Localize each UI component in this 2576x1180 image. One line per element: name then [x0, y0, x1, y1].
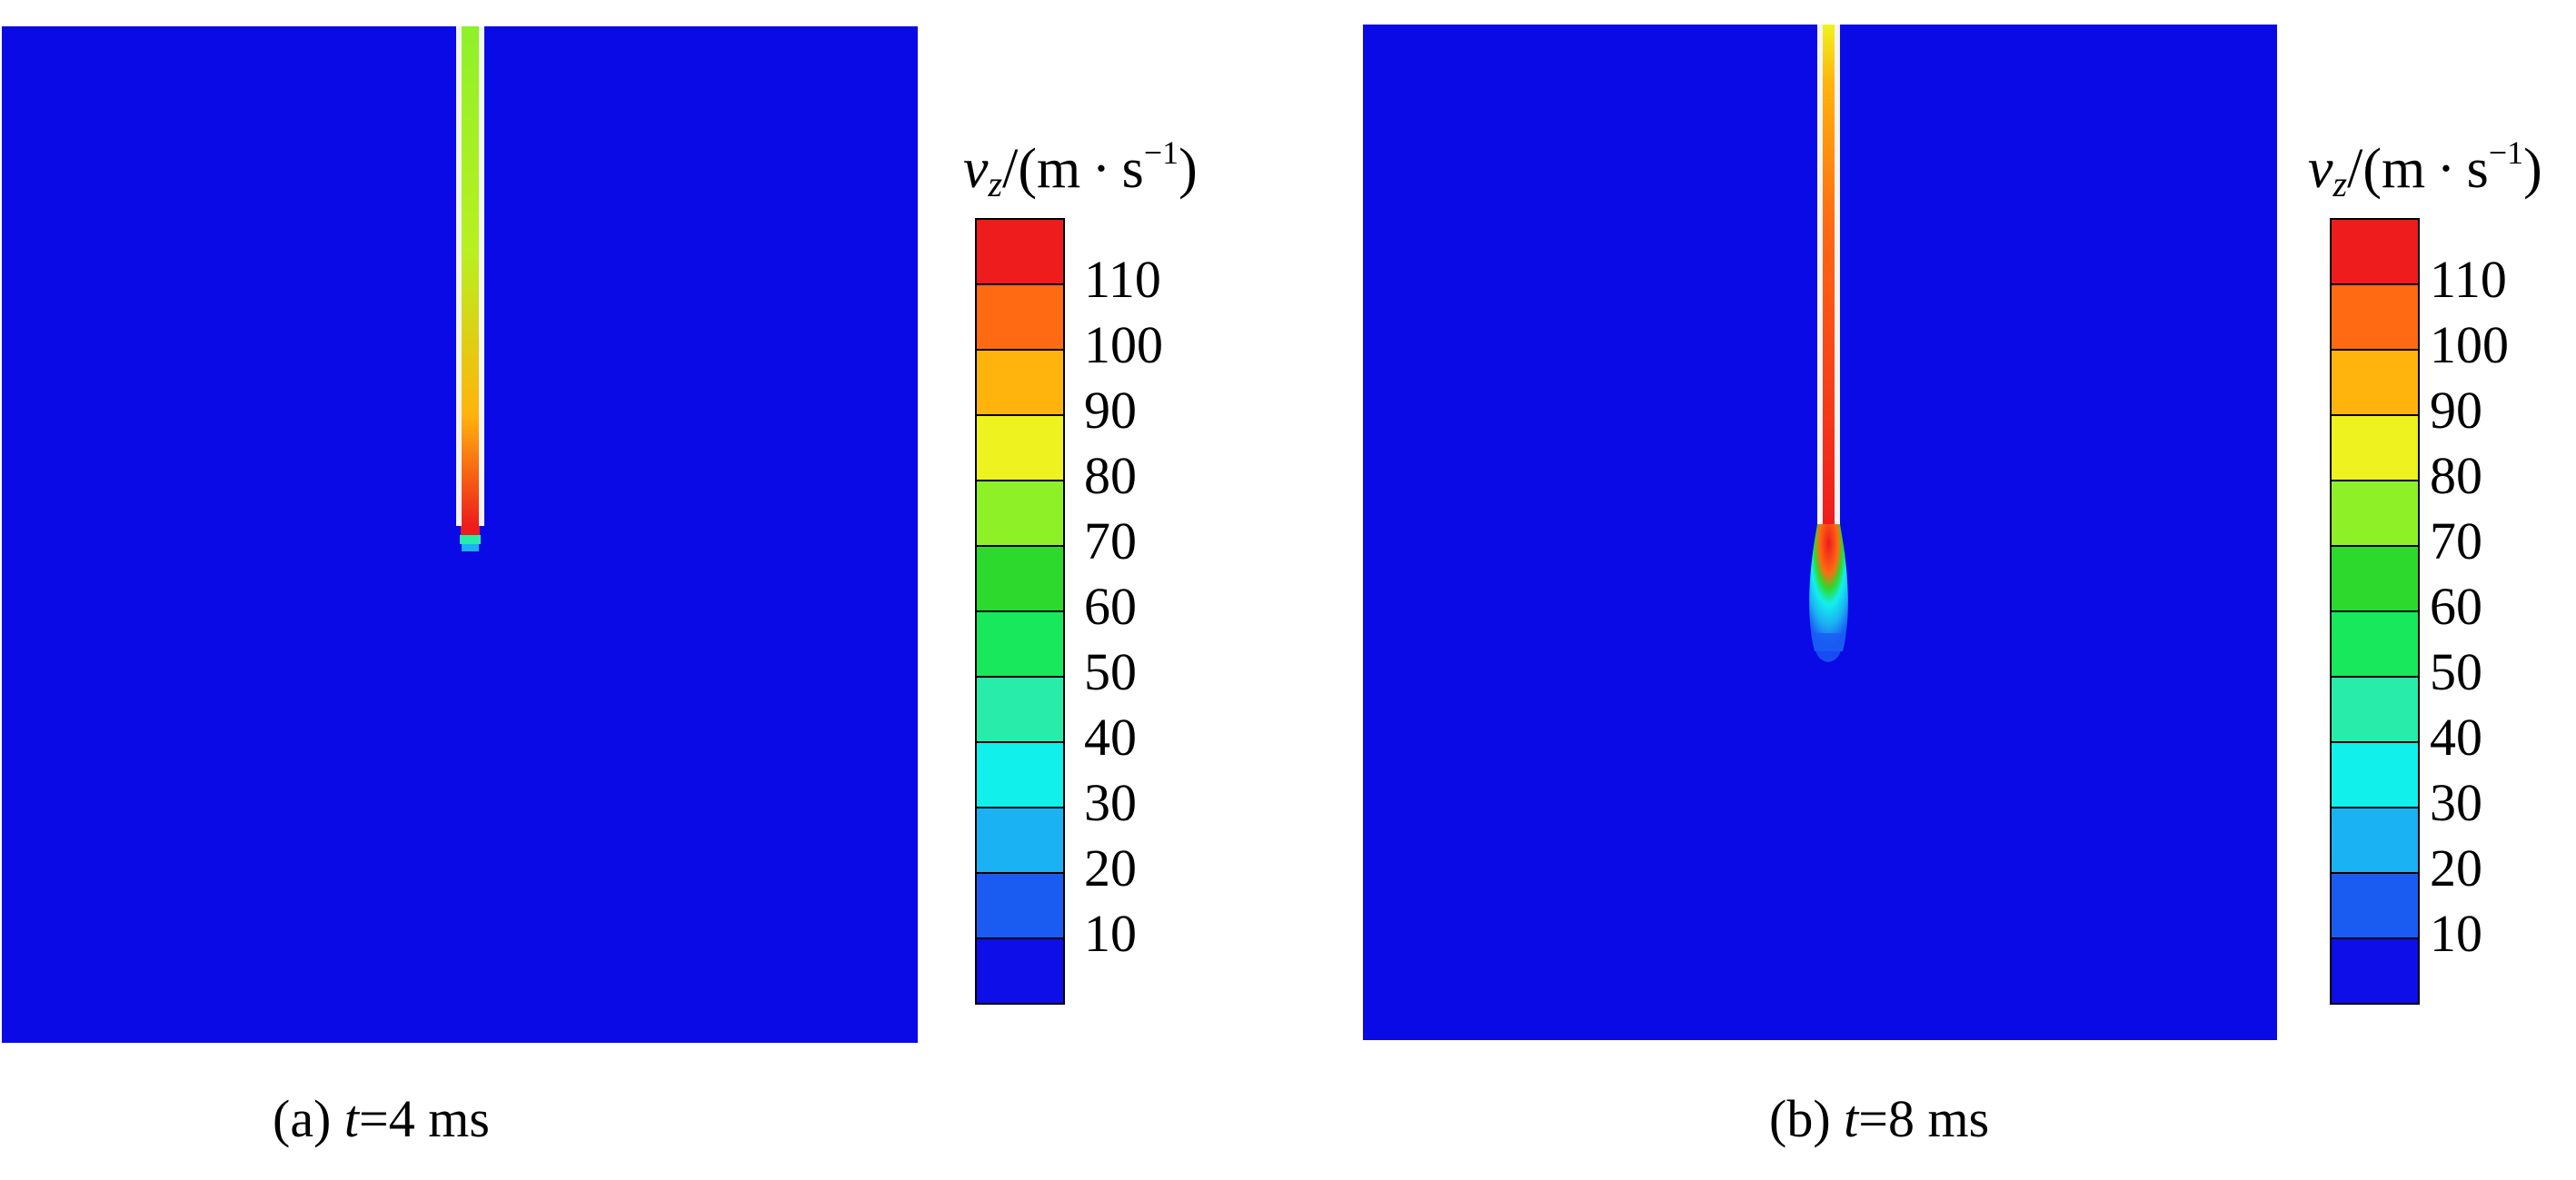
colorbar-band-4 [977, 480, 1063, 545]
colorbar-band-6 [2332, 610, 2418, 676]
jet-core-a [462, 26, 479, 526]
caption-a: (a) t=4 ms [273, 1089, 490, 1148]
colorbar-band-0 [977, 220, 1063, 283]
colorbar-tick-label: 100 [2430, 315, 2509, 374]
colorbar-b [2330, 218, 2420, 1005]
colorbar-band-11 [2332, 937, 2418, 1003]
colorbar-band-10 [977, 872, 1063, 937]
colorbar-band-3 [977, 414, 1063, 480]
panel-a: vz/(m · s−1) 110 100 90 80 70 60 50 40 30 20 10 (a… [2, 26, 1198, 1148]
colorbar-band-7 [2332, 676, 2418, 741]
colorbar-band-5 [2332, 545, 2418, 610]
colorbar-band-2 [2332, 349, 2418, 414]
colorbar-band-2 [977, 349, 1063, 414]
colorbar-tick-label: 70 [1084, 511, 1137, 570]
colorbar-band-8 [2332, 741, 2418, 807]
colorbar-band-5 [977, 545, 1063, 610]
legend-title-a: vz/(m · s−1) [963, 134, 1198, 204]
colorbar-band-9 [2332, 807, 2418, 872]
panel-b: vz/(m · s−1) 110 100 90 80 70 60 50 40 30 20 10 (b… [1288, 0, 2576, 1180]
colorbar-band-4 [2332, 480, 2418, 545]
colorbar-tick-label: 90 [1084, 381, 1137, 440]
colorbar-tick-label: 50 [2430, 642, 2482, 701]
jet-plume-b [1809, 524, 1848, 651]
colorbar-band-8 [977, 741, 1063, 807]
colorbar-tick-label: 90 [2430, 381, 2482, 440]
colorbar-tick-label: 20 [2430, 838, 2482, 897]
colorbar-band-1 [2332, 283, 2418, 349]
colorbar-tick-label: 110 [2430, 250, 2507, 309]
colorbar-tick-label: 10 [1084, 904, 1137, 963]
jet-edge-a [462, 544, 479, 551]
jet-core-b [1823, 25, 1835, 524]
jet-tip-a [461, 526, 480, 535]
colorbar-tick-label: 80 [1084, 446, 1137, 505]
colorbar-band-6 [977, 610, 1063, 676]
legend-title-b: vz/(m · s−1) [2308, 134, 2542, 204]
colorbar-band-7 [977, 676, 1063, 741]
colorbar-tick-label: 10 [2430, 904, 2482, 963]
colorbar-tick-label: 60 [2430, 577, 2482, 636]
colorbar-band-11 [977, 937, 1063, 1003]
colorbar-tick-label: 30 [1084, 773, 1137, 832]
velocity-field-plot-b [1363, 25, 2277, 1040]
colorbar-tick-label: 70 [2430, 511, 2482, 570]
caption-b: (b) t=8 ms [1769, 1089, 1990, 1148]
colorbar-band-9 [977, 807, 1063, 872]
colorbar-band-10 [2332, 872, 2418, 937]
colorbar-tick-label: 60 [1084, 577, 1137, 636]
colorbar-tick-label: 40 [1084, 708, 1137, 767]
colorbar-band-0 [2332, 220, 2418, 283]
plume-fringe-b [1815, 633, 1842, 662]
colorbar-band-3 [2332, 414, 2418, 480]
colorbar-tick-label: 50 [1084, 642, 1137, 701]
colorbar-tick-label: 100 [1084, 315, 1163, 374]
colorbar-a [975, 218, 1065, 1005]
colorbar-tick-label: 40 [2430, 708, 2482, 767]
colorbar-tick-label: 30 [2430, 773, 2482, 832]
colorbar-tick-label: 80 [2430, 446, 2482, 505]
colorbar-tick-label: 20 [1084, 838, 1137, 897]
jet-front-a [460, 535, 481, 544]
colorbar-band-1 [977, 283, 1063, 349]
colorbar-tick-label: 110 [1084, 250, 1161, 309]
velocity-field-plot-a [2, 26, 918, 1043]
